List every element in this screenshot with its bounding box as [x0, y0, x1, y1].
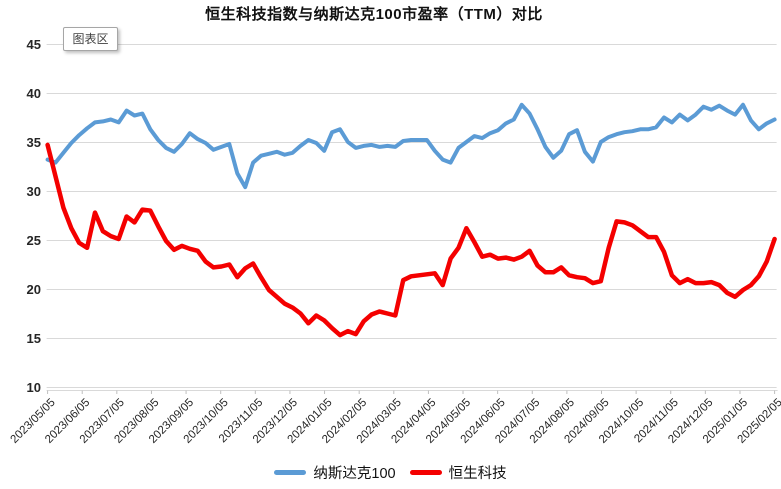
chart-legend[interactable]: 纳斯达克100 恒生科技: [0, 459, 781, 485]
y-axis-tick-label: 20: [27, 282, 41, 297]
y-axis-tick-label: 35: [27, 135, 41, 150]
y-axis-tick-label: 25: [27, 233, 41, 248]
legend-item-nasdaq100[interactable]: 纳斯达克100: [274, 462, 396, 483]
legend-label-nasdaq100: 纳斯达克100: [313, 465, 396, 482]
y-axis-tick-label: 10: [27, 380, 41, 395]
y-axis-tick-label: 15: [27, 331, 41, 346]
series-line-hstech[interactable]: [45, 142, 777, 338]
legend-swatch-nasdaq100: [274, 469, 307, 475]
legend-swatch-hstech: [409, 469, 442, 475]
legend-label-hstech: 恒生科技: [448, 465, 507, 482]
y-axis-tick-label: 30: [27, 184, 41, 199]
y-axis-tick-label: 45: [27, 37, 41, 52]
series-line-nasdaq100[interactable]: [45, 102, 777, 190]
chart-area-tooltip: 图表区: [63, 27, 118, 51]
y-axis-tick-label: 40: [27, 86, 41, 101]
chart-title[interactable]: 恒生科技指数与纳斯达克100市盈率（TTM）对比: [205, 6, 543, 23]
legend-item-hstech[interactable]: 恒生科技: [409, 462, 507, 483]
